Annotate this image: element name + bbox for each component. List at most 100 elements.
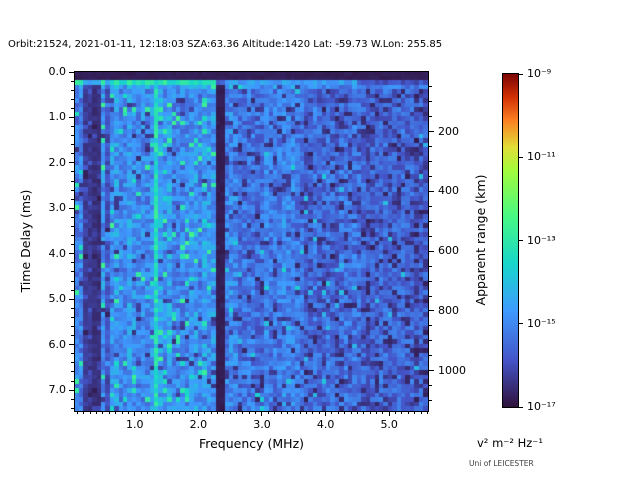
credit-text: Uni of LEICESTER <box>469 459 534 468</box>
right-minor-tick <box>429 176 432 178</box>
y-tick-label: 0.0 <box>48 65 67 78</box>
y-minor-tick <box>71 235 74 237</box>
y-minor-tick <box>71 307 74 309</box>
y-tick-label: 5.0 <box>48 292 67 306</box>
right-minor-tick <box>429 101 432 103</box>
x-major-tick <box>261 411 263 416</box>
x-minor-tick <box>267 411 269 414</box>
right-minor-tick <box>429 355 432 357</box>
colorbar-tick <box>519 240 523 241</box>
x-minor-tick <box>350 411 352 414</box>
colorbar-tick <box>519 156 523 158</box>
y-minor-tick <box>71 198 74 200</box>
right-minor-tick <box>429 235 432 237</box>
x-minor-tick <box>395 411 397 414</box>
y-minor-tick <box>71 398 74 400</box>
colorbar-tick-label: 10⁻¹³ <box>527 233 556 247</box>
y-minor-tick <box>71 262 74 264</box>
x-tick-label: 4.0 <box>316 418 335 431</box>
x-minor-tick <box>344 411 346 414</box>
right-minor-tick <box>429 86 432 88</box>
y-minor-tick <box>71 244 74 246</box>
x-tick-label: 1.0 <box>126 418 144 431</box>
y-major-tick <box>69 389 74 391</box>
right-tick-label: 200 <box>438 124 459 138</box>
x-minor-tick <box>242 411 244 414</box>
x-minor-tick <box>407 411 409 414</box>
y-tick-label: 7.0 <box>48 383 67 397</box>
x-minor-tick <box>236 411 238 414</box>
right-tick-label: 800 <box>438 303 459 317</box>
x-minor-tick <box>274 411 276 414</box>
right-minor-tick <box>429 325 432 327</box>
y-major-tick <box>69 253 74 255</box>
x-minor-tick <box>229 411 231 414</box>
x-minor-tick <box>153 411 155 414</box>
y-tick-label: 4.0 <box>48 246 67 260</box>
right-major-tick <box>429 250 434 252</box>
x-minor-tick <box>356 411 358 414</box>
colorbar-tick-label: 10⁻¹⁵ <box>527 316 556 330</box>
right-tick-label: 1000 <box>438 363 466 377</box>
colorbar-unit-label: v² m⁻² Hz⁻¹ <box>477 436 543 450</box>
x-minor-tick <box>172 411 174 414</box>
y-minor-tick <box>71 135 74 137</box>
x-minor-tick <box>414 411 416 414</box>
x-minor-tick <box>77 411 79 414</box>
x-minor-tick <box>159 411 161 414</box>
x-minor-tick <box>306 411 308 414</box>
right-axis-label: Apparent range (km) <box>473 174 488 306</box>
y-minor-tick <box>71 325 74 327</box>
spectrogram-heatmap <box>75 72 428 411</box>
right-minor-tick <box>429 265 432 267</box>
x-major-tick <box>197 411 199 416</box>
x-minor-tick <box>318 411 320 414</box>
x-minor-tick <box>369 411 371 414</box>
x-minor-tick <box>248 411 250 414</box>
y-tick-label: 6.0 <box>48 337 67 351</box>
colorbar <box>502 73 519 408</box>
y-minor-tick <box>71 126 74 128</box>
y-minor-tick <box>71 89 74 91</box>
y-tick-label: 2.0 <box>48 155 67 169</box>
x-minor-tick <box>363 411 365 414</box>
y-minor-tick <box>71 353 74 355</box>
x-minor-tick <box>337 411 339 414</box>
y-tick-label: 3.0 <box>48 201 67 215</box>
right-minor-tick <box>429 400 432 402</box>
y-minor-tick <box>71 171 74 173</box>
colorbar-tick-label: 10⁻⁹ <box>527 67 552 80</box>
x-minor-tick <box>140 411 142 414</box>
x-minor-tick <box>216 411 218 414</box>
x-minor-tick <box>108 411 110 414</box>
colorbar-tick <box>519 406 523 408</box>
y-minor-tick <box>71 107 74 109</box>
y-minor-tick <box>71 335 74 337</box>
x-minor-tick <box>375 411 377 414</box>
y-axis-label: Time Delay (ms) <box>18 189 33 293</box>
y-major-tick <box>69 207 74 209</box>
y-minor-tick <box>71 216 74 218</box>
right-minor-tick <box>429 205 432 207</box>
y-minor-tick <box>71 98 74 100</box>
y-major-tick <box>69 344 74 346</box>
right-minor-tick <box>429 220 432 222</box>
x-minor-tick <box>204 411 206 414</box>
x-minor-tick <box>178 411 180 414</box>
x-minor-tick <box>280 411 282 414</box>
right-tick-label: 400 <box>438 184 459 198</box>
x-minor-tick <box>127 411 129 414</box>
y-major-tick <box>69 162 74 164</box>
y-minor-tick <box>71 189 74 191</box>
right-minor-tick <box>429 280 432 282</box>
y-major-tick <box>69 298 74 300</box>
y-minor-tick <box>71 144 74 146</box>
y-minor-tick <box>71 271 74 273</box>
y-minor-tick <box>71 280 74 282</box>
right-minor-tick <box>429 295 432 297</box>
right-minor-tick <box>429 116 432 118</box>
colorbar-tick-label: 10⁻¹⁷ <box>527 400 556 413</box>
colorbar-tick <box>519 323 523 325</box>
right-minor-tick <box>429 340 432 342</box>
y-minor-tick <box>71 153 74 155</box>
